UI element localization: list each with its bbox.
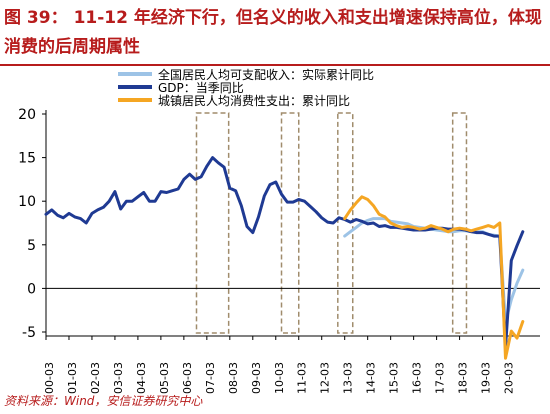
y-tick-label: -5 [22, 325, 36, 341]
highlight-box-2 [337, 112, 354, 334]
x-tick-label: 00-03 [43, 362, 56, 394]
x-tick-label: 19-03 [480, 362, 493, 394]
figure-title: 图 39： 11-12 年经济下行，但名义的收入和支出增速保持高位，体现消费的后周… [4, 4, 546, 62]
y-tick-label: 5 [27, 238, 36, 254]
highlight-box-3 [451, 112, 468, 334]
legend: 全国居民人均可支配收入：实际累计同比GDP：当季同比城镇居民人均消费性支出：累计… [118, 67, 374, 108]
source-note: 资料来源：Wind，安信证券研究中心 [4, 394, 203, 408]
x-tick-label: 14-03 [365, 362, 378, 394]
y-tick-label: 20 [18, 107, 36, 123]
x-tick-label: 09-03 [250, 362, 263, 394]
x-tick-label: 07-03 [204, 362, 217, 394]
y-tick-label: 0 [27, 281, 36, 297]
x-tick-label: 03-03 [112, 362, 125, 394]
figure-label: 图 39： [4, 8, 68, 28]
x-tick-label: 15-03 [388, 362, 401, 394]
title-rule [0, 64, 550, 66]
y-tick-label: 10 [18, 194, 36, 210]
x-tick-label: 02-03 [89, 362, 102, 394]
x-tick-label: 20-03 [503, 362, 516, 394]
figure-title-text: 11-12 年经济下行，但名义的收入和支出增速保持高位，体现消费的后周期属性 [4, 8, 542, 57]
highlight-box-0 [195, 112, 230, 334]
x-tick-label: 12-03 [319, 362, 332, 394]
x-tick-label: 13-03 [342, 362, 355, 394]
x-tick-label: 11-03 [296, 362, 309, 394]
x-tick-label: 16-03 [411, 362, 424, 394]
series-line-2 [343, 195, 525, 360]
highlight-boxes [195, 112, 468, 334]
highlight-box-1 [280, 112, 300, 334]
legend-label-2: 城镇居民人均消费性支出：累计同比 [158, 94, 350, 108]
legend-label-1: GDP：当季同比 [158, 81, 244, 95]
x-tick-label: 18-03 [457, 362, 470, 394]
x-tick-label: 01-03 [66, 362, 79, 394]
x-tick-label: 17-03 [434, 362, 447, 394]
y-tick-label: 15 [18, 151, 36, 167]
x-tick-label: 05-03 [158, 362, 171, 394]
series-lines [44, 156, 525, 360]
axes: -5 0 5 10 15 20 00-03 01-03 02-03 03-03 04-03 05-03… [18, 107, 540, 394]
legend-label-0: 全国居民人均可支配收入：实际累计同比 [158, 67, 374, 82]
x-tick-label: 10-03 [273, 362, 286, 394]
x-tick-label: 06-03 [181, 362, 194, 394]
series-line-1 [44, 156, 525, 350]
series-line-0 [343, 217, 525, 324]
x-tick-label: 08-03 [227, 362, 240, 394]
x-tick-label: 04-03 [135, 362, 148, 394]
